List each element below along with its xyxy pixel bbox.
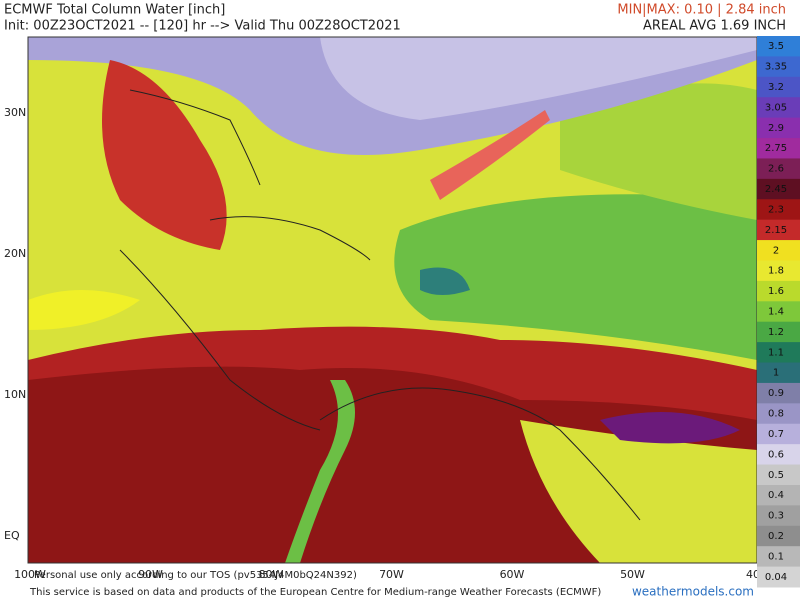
- colorbar-label: 0.4: [768, 490, 784, 501]
- colorbar-label: 2.15: [765, 225, 787, 236]
- colorbar-swatch: [757, 444, 800, 466]
- colorbar-label: 0.2: [768, 531, 784, 542]
- lon-label: 60W: [500, 568, 525, 581]
- colorbar-swatch: [757, 403, 800, 425]
- lat-label: EQ: [4, 529, 20, 542]
- colorbar-label: 0.1: [768, 551, 784, 562]
- colorbar-swatch: [757, 525, 800, 547]
- colorbar-swatch: [757, 362, 800, 384]
- site-link[interactable]: weathermodels.com: [632, 585, 754, 599]
- colorbar-swatch: [757, 240, 800, 261]
- colorbar-swatch: [757, 566, 800, 588]
- colorbar: 3.5 3.35 3.2 3.05 2.9 2.75 2.6 2.45 2.3 2.15 2 1.8 1…: [757, 36, 800, 588]
- colorbar-label: 1.6: [768, 286, 784, 297]
- min-max: MIN|MAX: 0.10 | 2.84 inch: [617, 3, 786, 18]
- colorbar-label: 1.4: [768, 307, 784, 318]
- map-field: [28, 37, 757, 563]
- colorbar-swatch: [757, 464, 800, 486]
- lon-label: 100W: [14, 568, 46, 581]
- colorbar-swatch: [757, 97, 800, 119]
- colorbar-label: 0.7: [768, 429, 784, 440]
- colorbar-swatch: [757, 219, 800, 241]
- colorbar-swatch: [757, 178, 800, 200]
- colorbar-label: 0.3: [768, 511, 784, 522]
- colorbar-label: 0.9: [768, 388, 784, 399]
- colorbar-swatch: [757, 56, 800, 78]
- colorbar-label: 2.6: [768, 164, 784, 175]
- lon-label: 50W: [620, 568, 645, 581]
- colorbar-label: 1.2: [768, 327, 784, 338]
- colorbar-swatch: [757, 342, 800, 364]
- colorbar-swatch: [757, 546, 800, 568]
- colorbar-label: 2.3: [768, 204, 784, 215]
- lon-label: 70W: [379, 568, 404, 581]
- lat-label: 30N: [4, 106, 26, 119]
- colorbar-swatch: [757, 301, 800, 323]
- colorbar-label: 0.04: [765, 572, 787, 583]
- colorbar-swatch: [757, 117, 800, 139]
- colorbar-swatch: [757, 158, 800, 180]
- lon-label: 40: [746, 568, 760, 581]
- colorbar-swatch: [757, 138, 800, 159]
- lon-label: 80W: [259, 568, 284, 581]
- colorbar-label: 3.35: [765, 62, 787, 73]
- colorbar-swatch: [757, 199, 800, 221]
- colorbar-swatch: [757, 36, 800, 57]
- colorbar-swatch: [757, 423, 800, 445]
- colorbar-swatch: [757, 260, 800, 282]
- init-time: Init: 00Z23OCT2021 -- [120] hr --> Valid…: [4, 19, 401, 34]
- colorbar-label: 2.9: [768, 123, 784, 134]
- colorbar-swatch: [757, 382, 800, 404]
- colorbar-label: 3.5: [768, 41, 784, 52]
- credit: This service is based on data and produc…: [29, 587, 601, 598]
- colorbar-swatch: [757, 321, 800, 343]
- colorbar-label: 0.8: [768, 409, 784, 420]
- colorbar-label: 0.6: [768, 449, 784, 460]
- axis-labels: 30N 20N 10N EQ 100W 90W 80W 70W 60W 50W 40: [4, 106, 760, 581]
- colorbar-label: 3.2: [768, 82, 784, 93]
- tos-note: Personal use only according to our TOS (…: [34, 570, 357, 581]
- colorbar-swatch: [757, 280, 800, 302]
- lon-label: 90W: [138, 568, 163, 581]
- colorbar-label: 1: [773, 368, 779, 379]
- lat-label: 20N: [4, 247, 26, 260]
- colorbar-label: 3.05: [765, 102, 787, 113]
- lat-label: 10N: [4, 388, 26, 401]
- colorbar-swatch: [757, 505, 800, 527]
- title: ECMWF Total Column Water [inch]: [4, 3, 225, 18]
- colorbar-label: 1.8: [768, 266, 784, 277]
- colorbar-swatch: [757, 76, 800, 98]
- colorbar-label: 2.75: [765, 143, 787, 154]
- coastlines: [119, 89, 641, 521]
- colorbar-label: 1.1: [768, 347, 784, 358]
- areal-avg: AREAL AVG 1.69 INCH: [643, 19, 786, 34]
- colorbar-label: 2: [773, 245, 779, 256]
- colorbar-swatch: [757, 484, 800, 506]
- colorbar-label: 0.5: [768, 470, 784, 481]
- colorbar-label: 2.45: [765, 184, 787, 195]
